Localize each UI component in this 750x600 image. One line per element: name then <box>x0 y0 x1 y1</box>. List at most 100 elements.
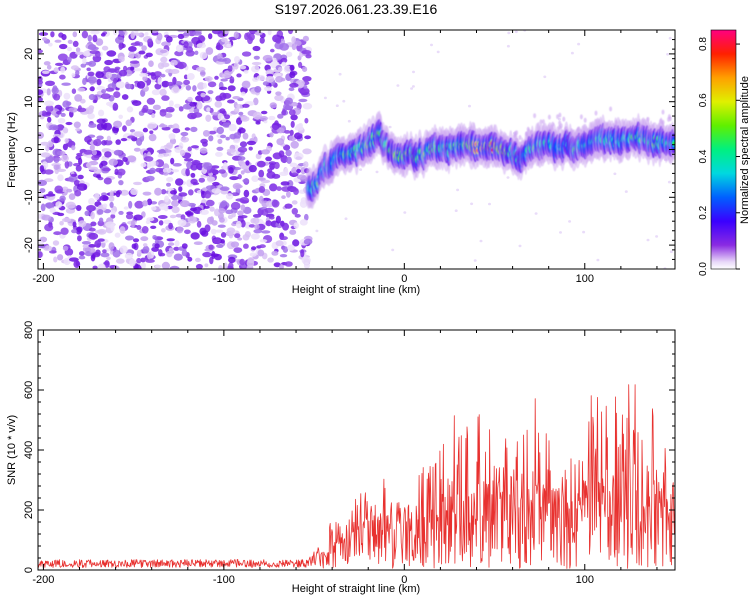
noise-blob <box>238 111 244 116</box>
noise-blob <box>55 201 63 209</box>
noise-blob <box>156 32 163 41</box>
noise-blob <box>80 63 87 68</box>
noise-blob <box>157 153 164 158</box>
noise-blob <box>151 113 156 119</box>
noise-blob <box>257 249 265 257</box>
noise-blob <box>104 59 113 66</box>
noise-blob <box>253 224 260 230</box>
noise-blob <box>570 51 574 55</box>
noise-blob <box>61 34 67 41</box>
noise-blob <box>148 60 154 67</box>
noise-blob <box>273 72 282 78</box>
noise-blob <box>160 73 166 78</box>
noise-blob <box>166 142 174 148</box>
noise-blob <box>92 99 98 104</box>
noise-blob <box>261 230 271 234</box>
noise-blob <box>101 89 107 94</box>
noise-blob <box>288 109 296 116</box>
trace-halo <box>525 131 529 137</box>
noise-blob <box>323 96 327 100</box>
noise-blob <box>396 84 400 87</box>
noise-blob <box>212 238 221 244</box>
noise-blob <box>201 230 209 237</box>
noise-blob <box>140 162 147 168</box>
noise-blob <box>226 148 236 153</box>
noise-blob <box>119 189 129 196</box>
noise-blob <box>298 89 307 94</box>
noise-blob <box>175 178 184 186</box>
trace-halo <box>541 119 545 125</box>
noise-blob <box>291 43 297 51</box>
noise-blob <box>179 149 186 157</box>
noise-blob <box>204 263 209 268</box>
noise-blob <box>166 238 175 242</box>
noise-blob <box>125 119 133 127</box>
noise-blob <box>284 130 291 134</box>
noise-blob <box>45 80 55 87</box>
noise-blob <box>167 81 175 86</box>
noise-blob <box>294 132 303 140</box>
noise-blob <box>90 30 100 35</box>
noise-blob <box>57 254 64 261</box>
noise-blob <box>39 188 46 193</box>
noise-blob <box>102 203 108 208</box>
noise-blob <box>237 237 243 241</box>
noise-blob <box>205 199 215 207</box>
noise-blob <box>86 67 91 72</box>
noise-blob <box>216 244 224 248</box>
noise-blob <box>83 149 94 155</box>
noise-blob <box>60 66 66 74</box>
noise-blob <box>154 187 162 196</box>
noise-blob <box>208 244 214 250</box>
noise-blob <box>89 86 95 92</box>
noise-blob <box>67 255 72 259</box>
noise-blob <box>121 94 129 100</box>
noise-blob <box>190 163 198 171</box>
noise-blob <box>202 130 210 137</box>
noise-blob <box>242 178 250 183</box>
noise-blob <box>262 54 273 62</box>
noise-blob <box>130 66 135 71</box>
noise-blob <box>234 233 241 239</box>
noise-blob <box>118 114 123 120</box>
noise-blob <box>105 221 116 228</box>
noise-blob <box>252 45 261 52</box>
noise-blob <box>96 123 105 131</box>
noise-blob <box>261 149 270 155</box>
trace-halo <box>646 116 650 122</box>
noise-blob <box>655 235 659 238</box>
noise-blob <box>102 167 111 172</box>
y-tick-label: 200 <box>23 501 35 519</box>
trace-halo <box>605 122 609 128</box>
colorbar-tick-label: 0.4 <box>698 149 709 163</box>
noise-blob <box>169 214 177 219</box>
noise-blob <box>161 62 170 68</box>
noise-blob <box>269 102 277 109</box>
noise-blob <box>275 91 282 96</box>
noise-blob <box>196 43 206 49</box>
noise-blob <box>214 100 223 108</box>
noise-blob <box>134 264 142 269</box>
noise-blob <box>142 245 150 254</box>
noise-blob <box>248 164 257 173</box>
noise-blob <box>133 32 143 36</box>
noise-blob <box>71 72 76 78</box>
noise-blob <box>54 39 62 43</box>
noise-blob <box>177 61 187 69</box>
noise-blob <box>217 138 223 145</box>
noise-blob <box>296 168 301 174</box>
noise-blob <box>113 265 120 269</box>
y-tick-label: 10 <box>23 96 35 108</box>
noise-blob <box>186 73 195 80</box>
noise-blob <box>75 165 82 172</box>
noise-blob <box>303 85 308 90</box>
noise-blob <box>488 202 491 206</box>
noise-blob <box>192 112 203 118</box>
noise-blob <box>237 159 245 166</box>
noise-blob <box>304 117 309 124</box>
noise-blob <box>56 124 65 131</box>
trace-halo <box>515 138 519 144</box>
colorbar-tick-label: 0.8 <box>698 37 709 51</box>
noise-blob <box>289 188 299 192</box>
